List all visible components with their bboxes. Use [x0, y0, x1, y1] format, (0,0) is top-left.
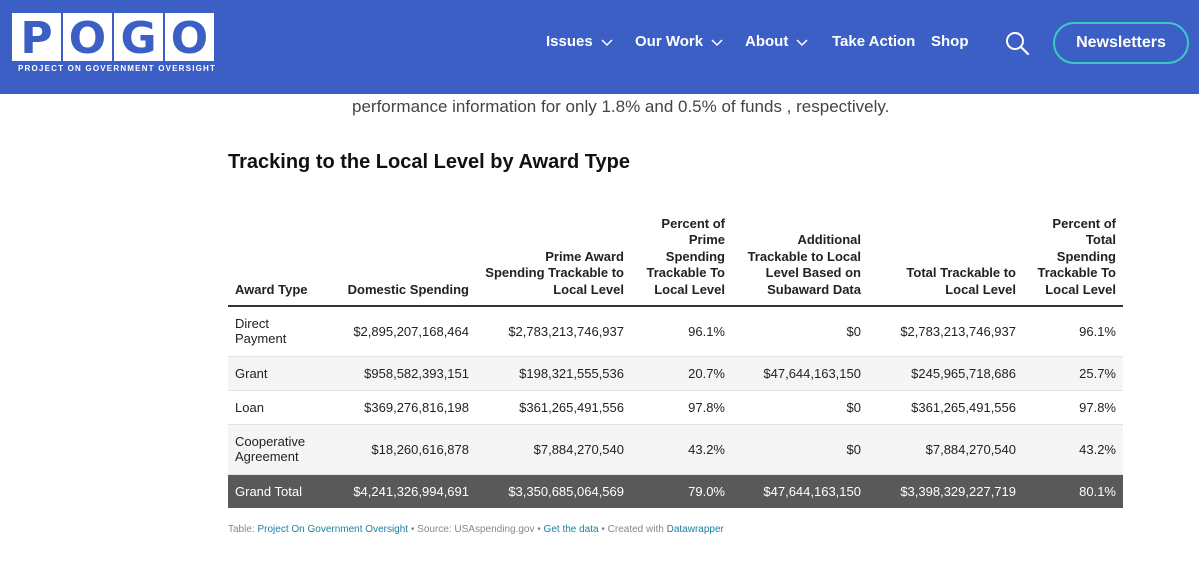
nav-item-take-action[interactable]: Take Action [832, 33, 915, 50]
table-cell: 80.1% [1023, 474, 1123, 508]
table-row: Direct Payment $2,895,207,168,464 $2,783… [228, 306, 1123, 357]
table-footer-note: Table: Project On Government Oversight •… [228, 524, 724, 535]
nav-item-about[interactable]: About [745, 33, 808, 50]
column-header: Domestic Spending [328, 195, 476, 307]
datawrapper-link[interactable]: Datawrapper [666, 524, 724, 535]
table-cell: $198,321,555,536 [476, 356, 631, 391]
table-cell: 96.1% [1023, 306, 1123, 357]
table-cell: 97.8% [1023, 390, 1123, 425]
table-cell: $7,884,270,540 [476, 424, 631, 475]
table-cell: 97.8% [631, 390, 732, 425]
column-header: Percent of Prime Spending Trackable To L… [631, 195, 732, 307]
nav-item-label: Take Action [832, 33, 916, 50]
chevron-down-icon [711, 38, 723, 46]
footer-created-text: Created with [607, 524, 664, 535]
footer-source-text: Source: USAspending.gov [417, 524, 535, 535]
logo-letter: P [12, 13, 61, 63]
table-cell: Grand Total [228, 474, 328, 508]
table-cell: $361,265,491,556 [476, 390, 631, 425]
footer-separator: • [537, 524, 541, 535]
nav-item-our-work[interactable]: Our Work [635, 33, 723, 50]
search-icon[interactable] [1004, 30, 1030, 56]
table-cell: $369,276,816,198 [328, 390, 476, 425]
get-the-data-link[interactable]: Get the data [543, 524, 599, 535]
column-header: Additional Trackable to Local Level Base… [732, 195, 868, 307]
article-intro-text: performance information for only 1.8% an… [352, 97, 890, 116]
site-header: P O G O PROJECT ON GOVERNMENT OVERSIGHT … [0, 0, 1199, 94]
table-cell: Loan [228, 390, 328, 425]
table-cell: $47,644,163,150 [732, 356, 868, 391]
nav-item-label: Shop [931, 33, 969, 50]
table-cell: $47,644,163,150 [732, 474, 868, 508]
table-row: Loan $369,276,816,198 $361,265,491,556 9… [228, 390, 1123, 425]
table-cell: Grant [228, 356, 328, 391]
column-header: Total Trackable to Local Level [868, 195, 1023, 307]
award-type-table: Award Type Domestic Spending Prime Award… [228, 195, 1123, 508]
footer-separator: • [410, 524, 415, 535]
table-cell: $245,965,718,686 [868, 356, 1023, 391]
table-row: Grant $958,582,393,151 $198,321,555,536 … [228, 356, 1123, 391]
nav-item-label: Our Work [635, 33, 704, 50]
logo-letter: O [165, 13, 214, 63]
column-header: Percent of Total Spending Trackable To L… [1023, 195, 1123, 307]
table-cell: $2,783,213,746,937 [476, 306, 631, 357]
table-title: Tracking to the Local Level by Award Typ… [228, 151, 630, 173]
nav-item-label: Issues [546, 33, 593, 50]
nav-item-label: About [745, 33, 789, 50]
chevron-down-icon [601, 38, 613, 46]
column-header: Award Type [228, 195, 328, 307]
table-cell: $0 [732, 390, 868, 425]
table-row: Cooperative Agreement $18,260,616,878 $7… [228, 424, 1123, 475]
table-header-row: Award Type Domestic Spending Prime Award… [228, 195, 1123, 307]
pogo-link[interactable]: Project On Government Oversight [257, 524, 409, 535]
table-cell: $0 [732, 424, 868, 475]
table-cell: 20.7% [631, 356, 732, 391]
table-cell: $7,884,270,540 [868, 424, 1023, 475]
nav-item-shop[interactable]: Shop [931, 33, 969, 50]
logo-tagline: PROJECT ON GOVERNMENT OVERSIGHT [18, 64, 217, 73]
table-cell: $0 [732, 306, 868, 357]
main-nav: Issues Our Work About Take Action Shop N… [0, 0, 1199, 86]
table-cell: $2,895,207,168,464 [328, 306, 476, 357]
table-cell: Direct Payment [228, 306, 328, 357]
newsletters-button[interactable]: Newsletters [1053, 22, 1189, 64]
pogo-logo[interactable]: P O G O PROJECT ON GOVERNMENT OVERSIGHT [12, 13, 216, 75]
nav-item-issues[interactable]: Issues [546, 33, 613, 50]
table-cell: $3,398,329,227,719 [868, 474, 1023, 508]
table-cell: $958,582,393,151 [328, 356, 476, 391]
table-cell: 43.2% [631, 424, 732, 475]
table-total-row: Grand Total $4,241,326,994,691 $3,350,68… [228, 474, 1123, 508]
table-cell: $18,260,616,878 [328, 424, 476, 475]
table-cell: $2,783,213,746,937 [868, 306, 1023, 357]
table-cell: $361,265,491,556 [868, 390, 1023, 425]
footer-separator: • [601, 524, 605, 535]
table-cell: Cooperative Agreement [228, 424, 328, 475]
table-cell: 25.7% [1023, 356, 1123, 391]
column-header: Prime Award Spending Trackable to Local … [476, 195, 631, 307]
table-cell: $3,350,685,064,569 [476, 474, 631, 508]
table-cell: 96.1% [631, 306, 732, 357]
logo-letter: G [114, 13, 163, 63]
table-cell: 43.2% [1023, 424, 1123, 475]
footer-table-label: Table: [228, 524, 255, 535]
table-cell: 79.0% [631, 474, 732, 508]
logo-letter: O [63, 13, 112, 63]
logo-letters: P O G O [12, 13, 214, 63]
table-cell: $4,241,326,994,691 [328, 474, 476, 508]
chevron-down-icon [796, 38, 808, 46]
